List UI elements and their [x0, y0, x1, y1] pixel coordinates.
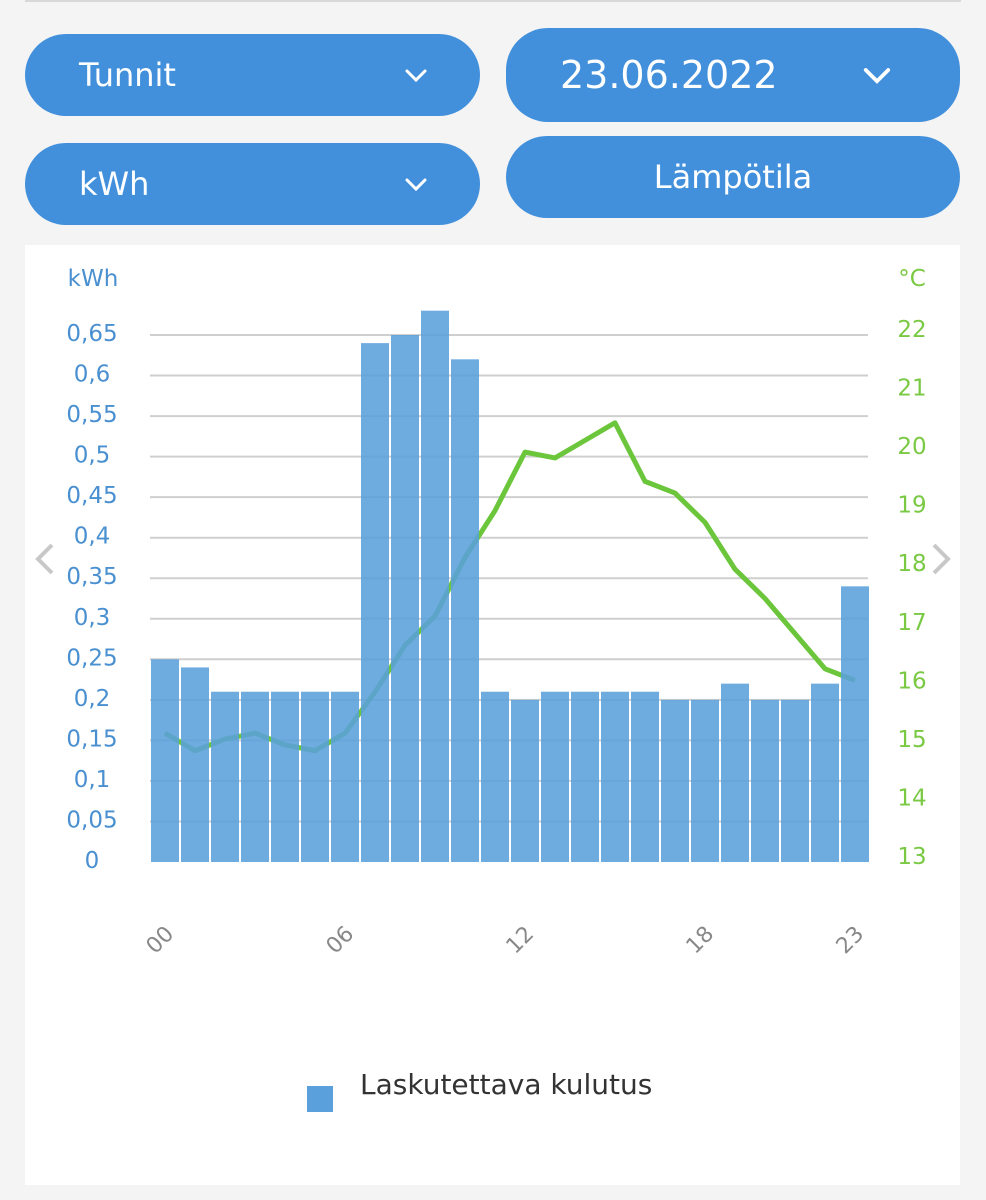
bar-03[interactable]: [241, 691, 269, 862]
y-tick-label: 0,3: [74, 605, 111, 631]
y-tick-label: 0,6: [74, 362, 111, 388]
bar-19[interactable]: [721, 683, 749, 862]
x-tick-label: 18: [682, 922, 719, 959]
y-tick-label: 0,55: [66, 402, 117, 428]
bar-15[interactable]: [601, 691, 629, 862]
x-tick-label: 06: [322, 922, 359, 959]
bar-00[interactable]: [151, 659, 179, 862]
y-tick-label: 0,1: [74, 767, 111, 793]
bar-09[interactable]: [421, 310, 449, 863]
x-tick-label: 23: [832, 922, 869, 959]
period-value: Tunnit: [79, 56, 176, 94]
date-dropdown[interactable]: 23.06.2022: [506, 28, 960, 122]
bar-08[interactable]: [391, 335, 419, 862]
bar-21[interactable]: [781, 699, 809, 862]
bar-22[interactable]: [811, 683, 839, 862]
bar-10[interactable]: [451, 359, 479, 862]
y2-tick-label: 19: [897, 493, 926, 519]
bar-11[interactable]: [481, 691, 509, 862]
y-tick-label: 0,05: [66, 807, 117, 833]
bar-06[interactable]: [331, 691, 359, 862]
y-tick-label: 0,4: [74, 524, 111, 550]
y2-tick-label: 21: [897, 376, 926, 402]
y2-tick-label: 14: [897, 785, 926, 811]
y2-tick-label: 16: [897, 668, 926, 694]
y-tick-label: 0,25: [66, 645, 117, 671]
unit-dropdown[interactable]: kWh: [25, 143, 480, 225]
date-value: 23.06.2022: [560, 53, 778, 97]
unit-value: kWh: [79, 165, 150, 203]
y-tick-label: 0,15: [66, 726, 117, 752]
y-tick-label: 0,5: [74, 443, 111, 469]
chevron-left-icon[interactable]: [35, 543, 54, 575]
y2-tick-label: 22: [897, 317, 926, 343]
bar-13[interactable]: [541, 691, 569, 862]
x-tick-label: 12: [502, 922, 539, 959]
chevron-down-icon: [405, 178, 427, 192]
temperature-toggle-button[interactable]: Lämpötila: [506, 136, 960, 218]
bar-04[interactable]: [271, 691, 299, 862]
bar-07[interactable]: [361, 343, 389, 863]
bar-18[interactable]: [691, 699, 719, 862]
bar-20[interactable]: [751, 699, 779, 862]
y-tick-label: 0,2: [74, 686, 111, 712]
y2-axis-unit: °C: [898, 266, 926, 292]
y-tick-label: 0,45: [66, 483, 117, 509]
top-divider: [25, 0, 961, 2]
bar-12[interactable]: [511, 699, 539, 862]
bar-16[interactable]: [631, 691, 659, 862]
legend-swatch: [307, 1086, 333, 1112]
period-dropdown[interactable]: Tunnit: [25, 34, 480, 116]
chevron-right-icon[interactable]: [932, 543, 951, 575]
bar-02[interactable]: [211, 691, 239, 862]
bar-05[interactable]: [301, 691, 329, 862]
y2-tick-label: 18: [897, 551, 926, 577]
y2-tick-label: 20: [897, 434, 926, 460]
bar-23[interactable]: [841, 586, 869, 862]
y-tick-label: 0: [85, 848, 100, 874]
chevron-down-icon: [405, 69, 427, 83]
bar-01[interactable]: [181, 667, 209, 862]
chevron-down-icon: [863, 68, 891, 84]
temperature-button-label: Lämpötila: [653, 158, 813, 196]
y2-tick-label: 15: [897, 727, 926, 753]
y-tick-label: 0,65: [66, 321, 117, 347]
x-tick-label: 00: [142, 922, 179, 959]
legend-label[interactable]: Laskutettava kulutus: [360, 1068, 652, 1101]
bar-14[interactable]: [571, 691, 599, 862]
y2-tick-label: 13: [897, 844, 926, 870]
y-axis-unit: kWh: [68, 266, 119, 292]
bar-17[interactable]: [661, 699, 689, 862]
y2-tick-label: 17: [897, 610, 926, 636]
y-tick-label: 0,35: [66, 564, 117, 590]
